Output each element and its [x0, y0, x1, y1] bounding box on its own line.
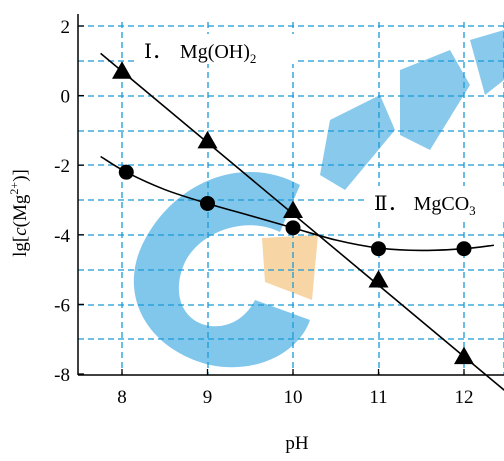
series-mgco3-point-3 — [371, 241, 386, 257]
series-mgoh2-point-0 — [112, 61, 132, 79]
series-label-mgoh2-main: Mg(OH) — [180, 41, 250, 63]
axes — [77, 14, 504, 376]
y-tick-label--4: -4 — [54, 226, 70, 247]
y-tick-labels: 2 0 -2 -4 -6 -8 — [54, 17, 70, 386]
series-mgoh2-point-1 — [197, 130, 218, 149]
series-label-mgoh2: Ⅰ． Mg(OH)2 — [138, 34, 298, 66]
y-axis-label-suffix: )] — [10, 169, 31, 182]
series-mgco3-point-1 — [200, 195, 215, 211]
y-tick-label-0: 0 — [61, 87, 71, 108]
x-tick-labels: 8 9 10 11 12 — [117, 387, 473, 408]
x-axis-label: pH — [285, 433, 309, 454]
x-tick-label-11: 11 — [369, 387, 387, 408]
series-mgoh2-line — [100, 52, 504, 392]
watermark-orange — [262, 235, 318, 300]
series-mgoh2-point-3 — [368, 270, 389, 288]
watermark-char-3 — [470, 30, 504, 95]
y-tick-label--2: -2 — [54, 156, 70, 177]
y-tick-label-2: 2 — [61, 17, 71, 38]
watermark-char-1 — [320, 95, 395, 190]
x-tick-label-10: 10 — [284, 387, 303, 408]
series-mgoh2-point-4 — [454, 346, 474, 365]
y-tick-label--6: -6 — [54, 295, 70, 316]
y-axis-label: lg[c(Mg2+)] — [7, 169, 31, 257]
y-axis-label-c: c — [10, 227, 31, 236]
y-axis-label-mg: (Mg — [10, 194, 31, 227]
series-mgco3-point-0 — [118, 164, 134, 180]
series-label-mgoh2-prefix: Ⅰ． — [144, 41, 172, 63]
series-mgco3-point-4 — [456, 241, 472, 257]
series-label-mgco3-sub: 3 — [469, 203, 476, 218]
y-tick-label--8: -8 — [54, 365, 70, 386]
watermark-char-2 — [400, 50, 470, 150]
series-label-mgco3-prefix: Ⅱ． — [374, 193, 408, 215]
series-label-mgoh2-sub: 2 — [250, 51, 257, 66]
x-tick-label-12: 12 — [455, 387, 474, 408]
series-label-mgco3: Ⅱ． MgCO3 — [368, 186, 504, 218]
series-label-mgco3-main: MgCO — [414, 193, 470, 215]
series-mgco3-point-2 — [285, 220, 301, 236]
y-axis-label-superscript: 2+ — [7, 182, 21, 195]
data-markers — [112, 61, 474, 365]
series-mgoh2-point-2 — [283, 200, 303, 218]
x-tick-label-8: 8 — [117, 387, 127, 408]
x-tick-label-9: 9 — [203, 387, 213, 408]
svg-text:Ⅱ．MgCO3: Ⅱ． MgCO3 — [374, 193, 476, 218]
svg-text:Ⅰ．Mg(OH)2: Ⅰ． Mg(OH)2 — [144, 41, 256, 66]
y-axis-label-prefix: lg[ — [10, 236, 31, 257]
